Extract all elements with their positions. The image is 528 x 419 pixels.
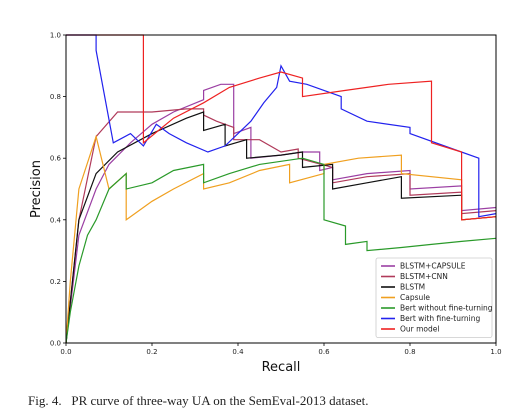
legend-box [375, 257, 493, 338]
curves-layer [65, 34, 497, 344]
caption-text: PR curve of three-way UA on the SemEval-… [71, 393, 369, 408]
x-axis-label: Recall [262, 360, 301, 375]
x-tick-label: 0.8 [404, 348, 415, 356]
y-axis-label: Precision [29, 160, 44, 218]
x-tick-label: 0.6 [318, 348, 330, 356]
y-tick-label: 1.0 [50, 32, 61, 40]
legend-label-6: Our model [400, 325, 439, 334]
legend-label-2: BLSTM [400, 283, 425, 292]
series-line-1 [65, 108, 497, 344]
series-line-3 [65, 134, 497, 344]
y-tick-label: 0.4 [50, 216, 62, 224]
figure-caption: Fig. 4. PR curve of three-way UA on the … [28, 393, 518, 409]
series-line-2 [65, 111, 497, 344]
caption-label: Fig. 4. [28, 393, 62, 408]
legend-label-4: Bert without fine-turning [400, 304, 493, 313]
pr-curve-chart: 0.0 0.2 0.4 0.6 0.8 1.0 0.0 0.2 0.4 0.6 0.8 1.0 Rec… [29, 32, 502, 376]
x-tick-label: 0.0 [60, 348, 71, 356]
x-tick-label: 0.2 [146, 348, 157, 356]
plot-frame [65, 34, 497, 344]
series-line-4 [65, 157, 497, 344]
x-tick-label: 0.4 [232, 348, 244, 356]
legend-label-3: Capsule [400, 293, 430, 302]
ticks-layer: 0.0 0.2 0.4 0.6 0.8 1.0 0.0 0.2 0.4 0.6 0.8 1.0 [50, 32, 502, 357]
legend-label-5: Bert with fine-turning [400, 314, 480, 323]
chart-svg: 0.0 0.2 0.4 0.6 0.8 1.0 0.0 0.2 0.4 0.6 0.8 1.0 Rec… [29, 32, 502, 376]
y-tick-label: 0.0 [50, 340, 61, 348]
series-line-0 [65, 83, 497, 344]
series-line-6 [66, 34, 497, 221]
y-tick-label: 0.8 [50, 93, 61, 101]
y-tick-label: 0.2 [50, 278, 61, 286]
legend-label-0: BLSTM+CAPSULE [400, 262, 466, 271]
series-line-5 [66, 34, 497, 218]
x-tick-label: 1.0 [490, 348, 501, 356]
y-tick-label: 0.6 [50, 155, 62, 163]
legend-label-1: BLSTM+CNN [400, 272, 448, 281]
